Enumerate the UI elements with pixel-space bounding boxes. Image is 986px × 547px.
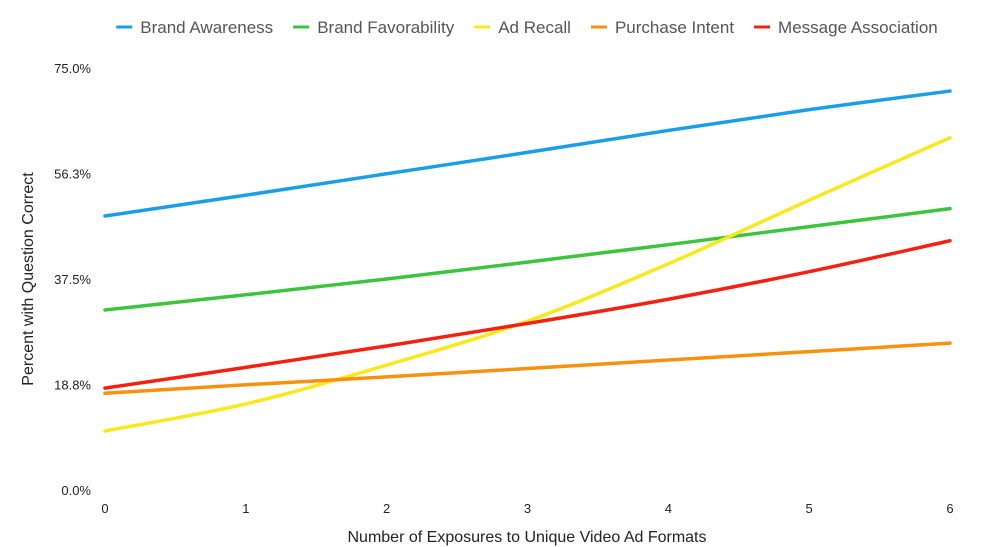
series-line-brand-awareness	[103, 89, 952, 218]
x-tick-label: 4	[665, 501, 672, 516]
legend-label: Message Association	[778, 18, 938, 37]
series-line-purchase-intent	[103, 341, 952, 395]
legend-label: Purchase Intent	[615, 18, 734, 37]
legend-label: Ad Recall	[498, 18, 571, 37]
legend-item: Purchase Intent	[590, 18, 734, 37]
legend-item: Message Association	[754, 18, 938, 37]
x-tick-label: 5	[806, 501, 813, 516]
x-tick-label: 6	[946, 501, 953, 516]
x-tick-label: 2	[383, 501, 390, 516]
y-tick-label: 18.8%	[54, 378, 91, 393]
y-axis-title: Percent with Question Correct	[20, 172, 37, 386]
legend: Brand Awareness Brand Favorability Ad Reca…	[116, 18, 938, 37]
legend-item: Brand Favorability	[293, 18, 455, 37]
series-line-message-association	[103, 238, 952, 390]
x-tick-label: 1	[242, 501, 249, 516]
y-tick-label: 37.5%	[54, 272, 91, 287]
series-lines	[103, 89, 952, 433]
series-line-ad-recall	[103, 136, 952, 433]
legend-label: Brand Favorability	[317, 18, 455, 37]
series-line-brand-favorability	[103, 206, 952, 312]
y-tick-label: 0.0%	[61, 483, 91, 498]
x-tick-label: 0	[101, 501, 108, 516]
y-axis: 0.0% 18.8% 37.5% 56.3% 75.0%	[54, 61, 91, 498]
x-axis: 0 1 2 3 4 5 6	[101, 501, 953, 516]
x-tick-label: 3	[524, 501, 531, 516]
legend-item: Ad Recall	[474, 18, 571, 37]
x-axis-title: Number of Exposures to Unique Video Ad F…	[348, 529, 707, 546]
y-tick-label: 56.3%	[54, 167, 91, 182]
legend-label: Brand Awareness	[140, 18, 273, 37]
y-tick-label: 75.0%	[54, 61, 91, 76]
legend-item: Brand Awareness	[116, 18, 273, 37]
